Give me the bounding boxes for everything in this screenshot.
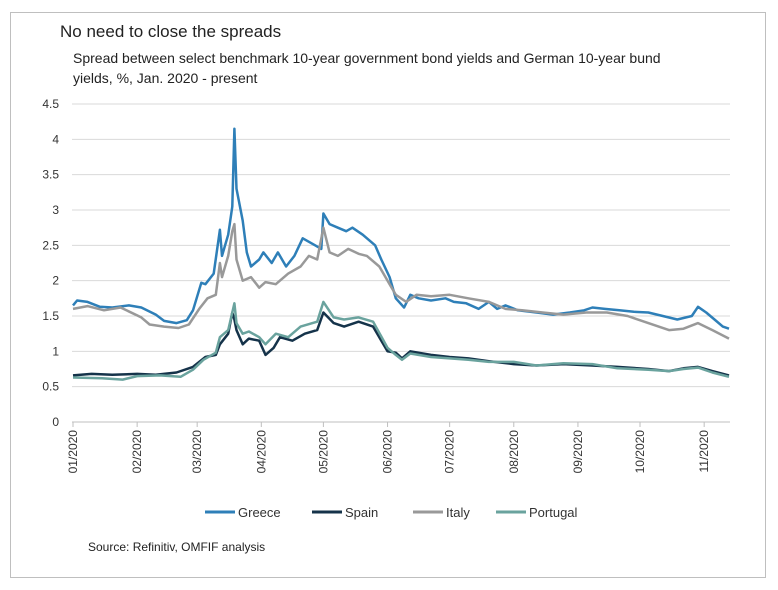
- legend: Greece Spain Italy Portugal: [205, 505, 578, 520]
- chart-subtitle: Spread between select benchmark 10-year …: [73, 50, 661, 86]
- x-tick-label: 11/2020: [697, 430, 711, 473]
- x-tick-label: 03/2020: [190, 430, 204, 474]
- x-tick-label: 10/2020: [633, 430, 647, 474]
- y-tick-label: 1: [52, 344, 59, 358]
- y-tick-label: 4.5: [42, 97, 59, 111]
- y-tick-label: 2.5: [42, 238, 59, 252]
- x-tick-label: 08/2020: [507, 430, 521, 474]
- y-tick-label: 0: [52, 415, 59, 429]
- y-tick-label: 0.5: [42, 380, 59, 394]
- y-axis-labels: 0 0.5 1 1.5 2 2.5 3 3.5 4 4.5: [42, 97, 59, 429]
- x-tick-label: 09/2020: [571, 430, 585, 474]
- y-tick-label: 1.5: [42, 309, 59, 323]
- y-tick-label: 2: [52, 274, 59, 288]
- chart-frame: [10, 12, 766, 578]
- y-tick-label: 4: [52, 132, 59, 146]
- series-lines: [72, 127, 730, 381]
- x-axis-labels: 01/2020 02/2020 03/2020 04/2020 05/2020 06/20…: [66, 422, 711, 473]
- legend-label-italy: Italy: [446, 505, 470, 520]
- x-tick-label: 06/2020: [381, 430, 395, 474]
- x-tick-label: 01/2020: [66, 430, 80, 474]
- series-line-greece: [72, 127, 730, 330]
- y-tick-label: 3.5: [42, 168, 59, 182]
- x-tick-label: 07/2020: [443, 430, 457, 474]
- series-line-italy: [72, 222, 730, 340]
- source-note: Source: Refinitiv, OMFIF analysis: [88, 540, 266, 554]
- chart-title: No need to close the spreads: [60, 22, 282, 41]
- series-line-portugal: [72, 300, 730, 381]
- x-tick-label: 02/2020: [130, 430, 144, 474]
- x-tick-label: 04/2020: [254, 430, 268, 474]
- x-tick-label: 05/2020: [316, 430, 330, 474]
- legend-label-greece: Greece: [238, 505, 281, 520]
- y-tick-label: 3: [52, 203, 59, 217]
- legend-label-spain: Spain: [345, 505, 378, 520]
- legend-label-portugal: Portugal: [529, 505, 578, 520]
